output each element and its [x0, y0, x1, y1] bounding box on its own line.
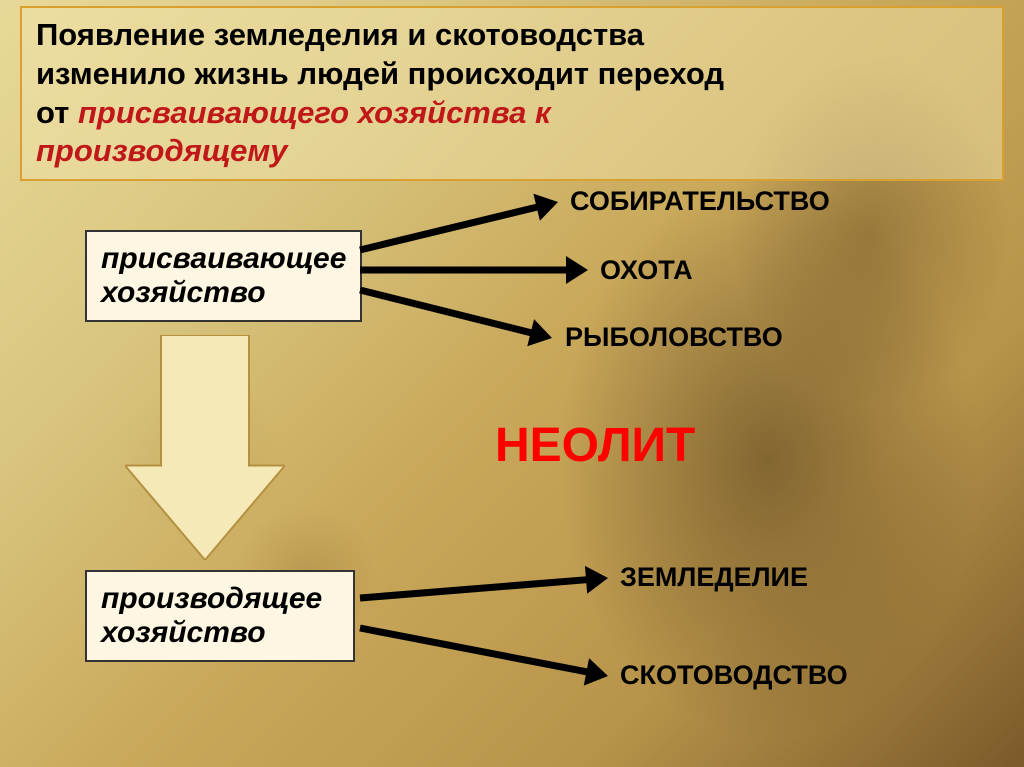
connector-arrows — [0, 0, 1024, 767]
